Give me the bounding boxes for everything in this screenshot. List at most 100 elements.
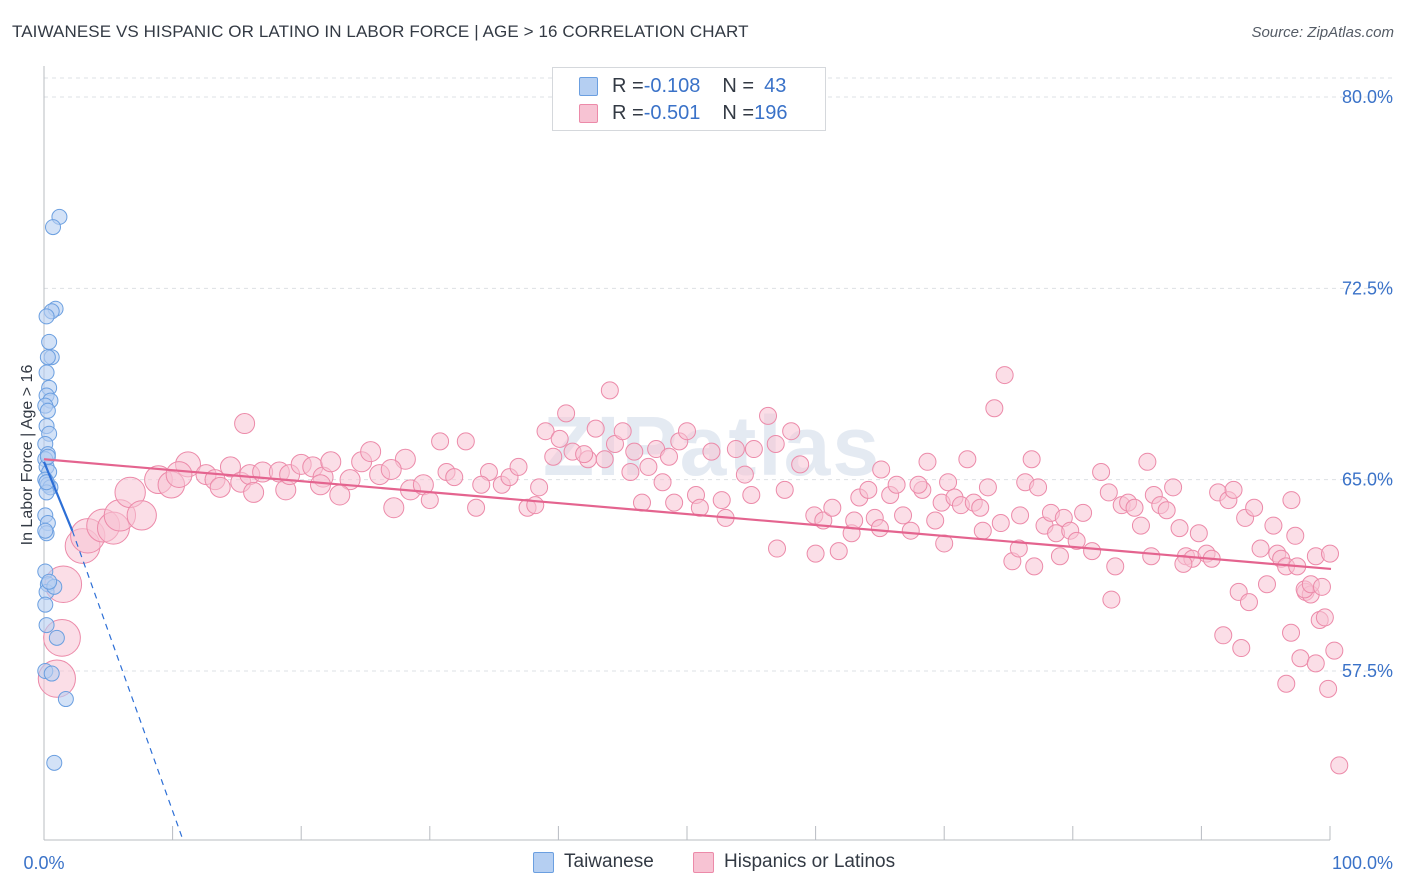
data-point-hispanics — [973, 521, 992, 540]
y-tick-label: 80.0% — [1342, 87, 1393, 107]
data-point-hispanics — [1164, 478, 1183, 497]
data-point-hispanics — [467, 498, 486, 517]
data-point-hispanics — [1286, 526, 1305, 545]
data-point-hispanics — [1312, 577, 1331, 596]
data-point-hispanics — [1009, 539, 1028, 558]
data-point-hispanics — [1224, 480, 1243, 499]
source-label: Source: ZipAtlas.com — [1251, 24, 1394, 41]
data-point-hispanics — [1125, 498, 1144, 517]
data-point-hispanics — [509, 457, 528, 476]
data-point-taiwanese — [46, 754, 63, 771]
data-point-hispanics — [1239, 593, 1258, 612]
data-point-hispanics — [209, 476, 231, 498]
data-point-hispanics — [1315, 608, 1334, 627]
data-point-hispanics — [926, 511, 945, 530]
trend-line-hispanics — [43, 458, 1332, 571]
data-point-hispanics — [329, 484, 351, 506]
data-point-hispanics — [702, 442, 721, 461]
data-point-hispanics — [791, 455, 810, 474]
y-tick-label: 65.0% — [1342, 470, 1393, 490]
data-point-hispanics — [782, 422, 801, 441]
data-point-taiwanese — [39, 448, 56, 465]
data-point-hispanics — [870, 519, 889, 538]
data-point-hispanics — [219, 456, 241, 478]
data-point-hispanics — [472, 475, 491, 494]
series-hispanics-points — [37, 366, 1349, 775]
data-point-hispanics — [394, 448, 416, 470]
chart-title: TAIWANESE VS HISPANIC OR LATINO IN LABOR… — [12, 22, 749, 41]
data-point-hispanics — [1131, 516, 1150, 535]
data-point-hispanics — [1050, 547, 1069, 566]
data-point-taiwanese — [38, 364, 55, 381]
data-point-hispanics — [595, 450, 614, 469]
data-point-hispanics — [678, 422, 696, 441]
data-point-hispanics — [1102, 590, 1121, 609]
data-point-hispanics — [901, 521, 920, 540]
legend-row-taiwanese: R = -0.108 N = 43 — [579, 73, 786, 99]
data-point-taiwanese — [37, 522, 54, 539]
data-point-hispanics — [1022, 450, 1041, 469]
data-point-hispanics — [383, 497, 405, 519]
data-point-hispanics — [1067, 531, 1086, 550]
data-point-hispanics — [909, 475, 928, 494]
legend-swatch-blue — [579, 76, 598, 96]
data-point-hispanics — [1189, 524, 1208, 543]
bottom-legend-label: Taiwanese — [564, 851, 654, 872]
data-point-hispanics — [544, 447, 563, 466]
bottom-legend-swatch-blue — [533, 851, 554, 873]
data-point-hispanics — [1306, 654, 1325, 673]
data-point-hispanics — [600, 381, 619, 400]
data-point-hispanics — [1282, 623, 1301, 642]
data-point-hispanics — [126, 500, 157, 531]
data-point-taiwanese — [38, 617, 55, 634]
stats-legend: R = -0.108 N = 43 R = -0.501 N = 196 — [552, 67, 826, 131]
bottom-legend-swatch-pink — [693, 851, 714, 873]
data-point-hispanics — [1325, 641, 1344, 660]
tick-labels: 57.5% 65.0% 72.5% 80.0% 0.0% 100.0% — [23, 87, 1393, 873]
data-point-hispanics — [1257, 575, 1276, 594]
data-point-hispanics — [243, 481, 265, 503]
data-point-hispanics — [1319, 679, 1338, 698]
trend-line-taiwanese-extension — [71, 530, 184, 841]
x-tick-label: 100.0% — [1332, 853, 1393, 873]
trend-line-taiwanese — [42, 461, 74, 532]
legend-r-label: R = — [612, 101, 644, 124]
data-point-hispanics — [829, 542, 848, 561]
data-point-hispanics — [894, 506, 913, 525]
data-point-hispanics — [536, 422, 555, 441]
data-point-hispanics — [639, 457, 658, 476]
data-point-hispanics — [1083, 542, 1102, 561]
data-point-hispanics — [1106, 557, 1125, 576]
data-point-hispanics — [1138, 452, 1157, 471]
data-point-hispanics — [971, 498, 990, 517]
data-point-hispanics — [309, 474, 331, 496]
legend-n-label: N = — [722, 101, 755, 124]
legend-n-value: 43 — [764, 74, 787, 97]
data-point-hispanics — [1025, 557, 1044, 576]
data-point-hispanics — [1011, 506, 1030, 525]
data-point-hispanics — [625, 442, 644, 461]
data-point-hispanics — [431, 432, 450, 451]
data-point-hispanics — [420, 491, 439, 510]
grid-lines — [44, 77, 1394, 672]
data-point-taiwanese — [43, 665, 60, 682]
data-point-hispanics — [766, 434, 785, 453]
data-point-taiwanese — [37, 596, 54, 613]
series-taiwanese-points — [37, 208, 74, 771]
y-tick-label: 72.5% — [1342, 278, 1393, 298]
data-point-taiwanese — [41, 573, 58, 590]
data-point-hispanics — [1099, 483, 1118, 502]
data-point-hispanics — [1029, 478, 1048, 497]
data-point-hispanics — [665, 493, 684, 512]
data-point-hispanics — [1232, 639, 1251, 658]
data-point-hispanics — [360, 441, 382, 463]
data-point-hispanics — [1282, 491, 1301, 510]
data-point-hispanics — [632, 493, 651, 512]
data-point-taiwanese — [57, 691, 74, 708]
legend-row-hispanics: R = -0.501 N = 196 — [579, 100, 787, 126]
data-point-taiwanese — [38, 308, 55, 325]
data-point-taiwanese — [48, 629, 65, 646]
legend-swatch-pink — [579, 103, 598, 123]
data-point-hispanics — [859, 480, 878, 499]
data-point-hispanics — [445, 468, 464, 487]
